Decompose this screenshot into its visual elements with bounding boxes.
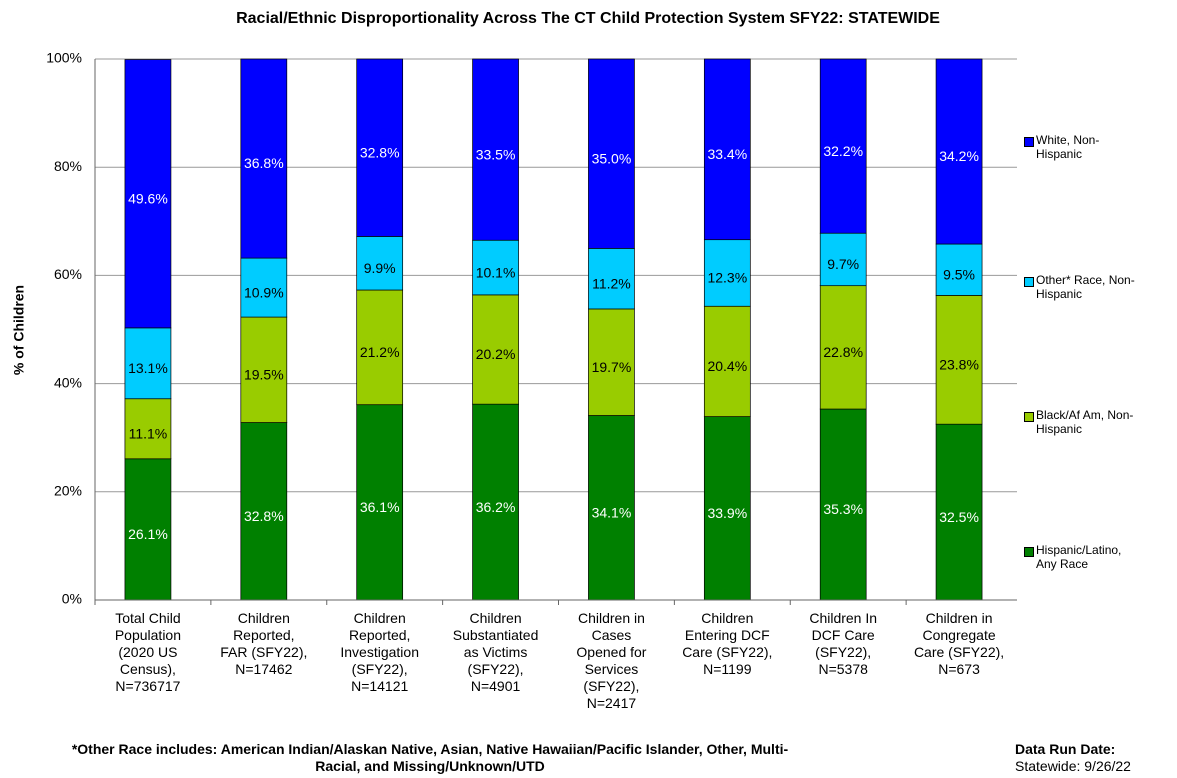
bar-segment [356,289,404,406]
data-label: 32.8% [244,508,284,524]
data-label: 36.1% [360,499,400,515]
run-date: Statewide: 9/26/22 [1015,758,1131,774]
bar-segment [935,243,983,296]
bar-segment [356,404,404,601]
y-axis-label: % of Children [11,285,27,375]
bar-segment [240,58,288,259]
data-label: 26.1% [128,526,168,542]
x-tick-label: Children Reported, FAR (SFY22), N=17462 [220,610,308,677]
bar-segment [472,58,519,241]
data-label: 9.9% [364,260,396,276]
x-tick-label: Children in Cases Opened for Services (S… [576,610,647,711]
bar-segment [240,257,288,318]
bar-segment [356,58,404,237]
x-tick-label: Children In DCF Care (SFY22), N=5378 [809,610,878,677]
data-label: 10.1% [476,264,516,280]
legend-label: Other* Race, Non- Hispanic [1036,273,1135,301]
run-date-title: Data Run Date: [1015,741,1116,757]
data-label: 34.2% [939,148,979,164]
bar-segment [124,398,172,460]
data-label: 36.2% [476,499,516,515]
data-label: 20.4% [707,358,747,374]
data-label: 33.5% [476,146,516,162]
data-label: 34.1% [592,504,632,520]
x-tick-label: Children Substantiated as Victims (SFY22… [452,610,539,694]
bar-segment [703,239,751,307]
bar-segment [588,58,635,249]
bar-segment [703,416,751,601]
bar-segment [124,458,172,601]
y-tick-label: 100% [46,50,82,66]
data-label: 9.7% [827,256,859,272]
data-label: 32.8% [360,144,400,160]
bar-segment [819,58,867,234]
bar-segment [935,295,983,425]
data-label: 33.9% [707,505,747,521]
y-tick-label: 60% [54,266,82,282]
data-label: 10.9% [244,284,284,300]
data-label: 36.8% [244,155,284,171]
bar-segment [124,59,172,329]
data-label: 33.4% [707,146,747,162]
legend-swatch [1024,547,1034,557]
bar-segment [472,403,519,601]
bar-segment [819,285,867,410]
data-label: 19.7% [592,359,632,375]
data-label: 35.0% [592,150,632,166]
legend-swatch [1024,277,1034,287]
legend-swatch [1024,137,1034,147]
bar-segment [819,232,867,287]
y-tick-label: 40% [54,374,82,390]
bar-segment [703,58,751,241]
data-label: 21.2% [360,344,400,360]
y-tick-label: 80% [54,158,82,174]
bar-segment [588,415,635,601]
data-label: 13.1% [128,360,168,376]
x-tick-label: Children Entering DCF Care (SFY22), N=11… [682,610,773,677]
bar-segment [472,294,519,405]
data-label: 19.5% [244,367,284,383]
x-tick-label: Total Child Population (2020 US Census),… [114,610,182,694]
data-label: 20.2% [476,346,516,362]
data-label: 22.8% [823,344,863,360]
data-label: 12.3% [707,270,747,286]
data-label: 23.8% [939,356,979,372]
data-label: 11.1% [129,425,168,441]
x-tick-label: Children in Congregate Care (SFY22), N=6… [913,610,1005,677]
bar-segment [935,423,983,601]
y-tick-label: 20% [54,483,82,499]
legend-swatch [1024,412,1034,422]
chart-title: Racial/Ethnic Disproportionality Across … [236,10,940,27]
bar-segment [124,327,172,400]
bar-segment [472,239,519,296]
footnote: *Other Race includes: American Indian/Al… [71,741,789,774]
y-tick-label: 0% [62,591,82,607]
data-label: 32.2% [823,143,863,159]
data-label: 9.5% [943,266,975,282]
data-label: 49.6% [128,190,168,206]
x-tick-label: Children Reported, Investigation (SFY22)… [340,610,419,694]
bar-segment [935,58,983,245]
data-label: 11.2% [592,275,631,291]
legend-label: White, Non- Hispanic [1036,133,1100,161]
data-label: 35.3% [823,501,863,517]
data-label: 32.5% [939,509,979,525]
legend-label: Hispanic/Latino, Any Race [1036,543,1122,571]
bar-segment [356,236,404,291]
bar-segment [588,248,635,310]
legend-label: Black/Af Am, Non- Hispanic [1036,408,1134,436]
bar-segment [703,305,751,417]
bar-segment [588,308,635,416]
